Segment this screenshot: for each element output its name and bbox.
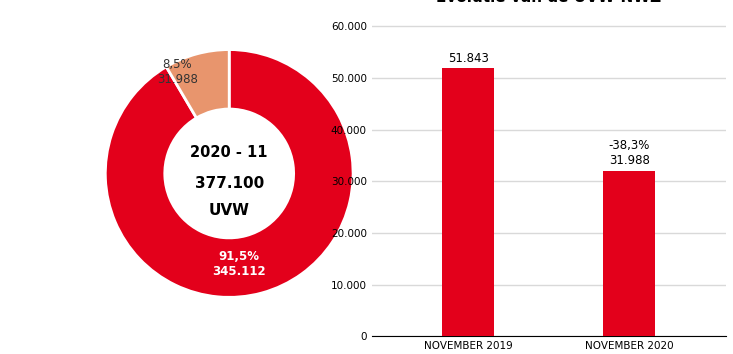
Text: 8,5%
31.988: 8,5% 31.988	[157, 58, 198, 86]
Bar	[443, 68, 494, 336]
Title: Evolutie van de UVW-NWZ: Evolutie van de UVW-NWZ	[436, 0, 661, 5]
Text: 2020 - 11: 2020 - 11	[191, 145, 268, 160]
X-axis label: UVW-NWZ: UVW-NWZ	[518, 353, 579, 354]
Text: 377.100: 377.100	[194, 176, 264, 191]
Wedge shape	[166, 50, 229, 118]
Wedge shape	[106, 50, 353, 297]
Text: -38,3%
31.988: -38,3% 31.988	[608, 139, 650, 167]
Text: UVW: UVW	[209, 203, 250, 218]
Text: 91,5%
345.112: 91,5% 345.112	[213, 250, 266, 278]
Bar	[603, 171, 655, 336]
Text: 51.843: 51.843	[448, 52, 489, 65]
